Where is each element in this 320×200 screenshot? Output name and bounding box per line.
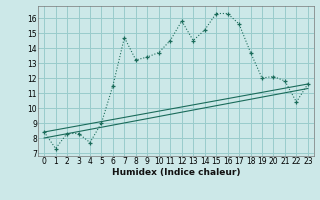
X-axis label: Humidex (Indice chaleur): Humidex (Indice chaleur) [112, 168, 240, 177]
